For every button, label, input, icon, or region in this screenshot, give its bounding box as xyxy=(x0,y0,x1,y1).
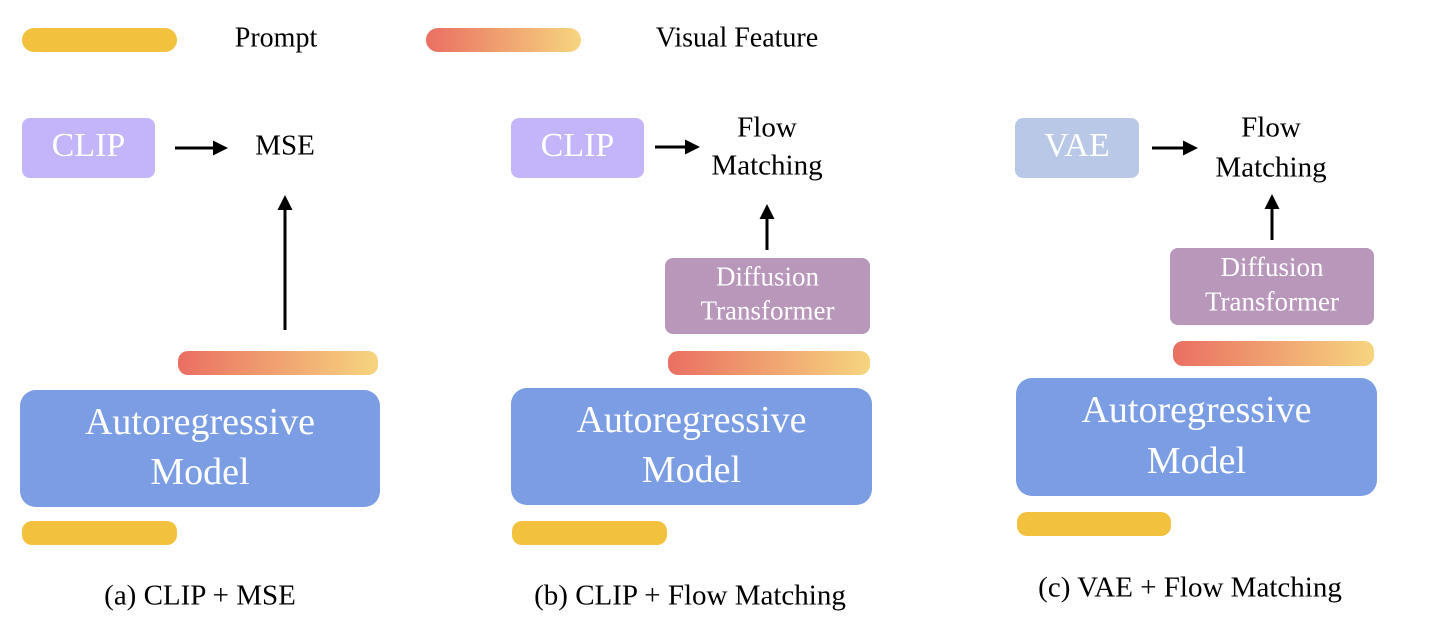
caption: (b) CLIP + Flow Matching xyxy=(534,580,846,612)
prompt-bar xyxy=(512,521,667,545)
loss-label: MSE xyxy=(255,130,315,162)
visual-feature-swatch xyxy=(426,28,581,52)
model-label: Model xyxy=(642,449,741,491)
encoder-box xyxy=(22,118,155,178)
encoder-label: CLIP xyxy=(52,127,126,164)
visual-feature-bar xyxy=(178,351,378,375)
model-box xyxy=(20,390,380,507)
loss-label: Flow xyxy=(737,112,797,144)
decoder-label: Transformer xyxy=(1205,286,1339,316)
model-label: Model xyxy=(150,451,249,493)
legend-label: Prompt xyxy=(235,22,318,53)
prompt-bar xyxy=(1017,512,1171,536)
model-label: Autoregressive xyxy=(85,401,315,443)
decoder-label: Transformer xyxy=(701,296,835,326)
legend-label: Visual Feature xyxy=(656,22,818,53)
decoder-label: Diffusion xyxy=(1220,252,1324,282)
encoder-label: CLIP xyxy=(541,127,615,164)
model-label: Model xyxy=(1147,440,1246,482)
visual-feature-bar xyxy=(668,351,870,375)
model-label: Autoregressive xyxy=(1081,389,1311,431)
decoder-box xyxy=(1170,248,1374,325)
loss-label: Matching xyxy=(1215,152,1326,184)
encoder-box xyxy=(1015,118,1139,178)
decoder-label: Diffusion xyxy=(716,261,820,291)
encoder-label: VAE xyxy=(1044,127,1110,164)
caption: (a) CLIP + MSE xyxy=(104,580,296,612)
decoder-box xyxy=(665,258,870,334)
visual-feature-bar xyxy=(1173,341,1374,366)
model-label: Autoregressive xyxy=(576,399,806,441)
model-box xyxy=(511,388,872,505)
model-box xyxy=(1016,378,1377,496)
encoder-box xyxy=(511,118,644,178)
loss-label: Flow xyxy=(1241,112,1301,144)
prompt-swatch xyxy=(22,28,177,52)
prompt-bar xyxy=(22,521,177,545)
loss-label: Matching xyxy=(711,150,822,182)
caption: (c) VAE + Flow Matching xyxy=(1038,572,1342,604)
